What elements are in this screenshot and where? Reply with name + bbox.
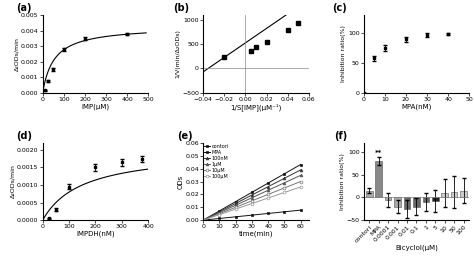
100μM	[265, 196, 271, 199]
1μM	[201, 219, 206, 222]
10μM	[265, 193, 271, 196]
Text: (d): (d)	[16, 131, 32, 141]
Line: 1μM: 1μM	[202, 174, 302, 221]
Text: **: **	[375, 150, 383, 156]
100μM	[217, 213, 222, 216]
contori	[249, 191, 255, 194]
X-axis label: IMPDH(nM): IMPDH(nM)	[76, 231, 115, 237]
Bar	[404, 197, 410, 209]
Text: (c): (c)	[332, 4, 347, 14]
Y-axis label: Inhibition ratio(%): Inhibition ratio(%)	[341, 26, 346, 82]
100μM	[298, 185, 303, 188]
100nM	[249, 194, 255, 197]
Line: 10μM: 10μM	[202, 180, 302, 221]
X-axis label: 1/S[IMP](μM⁻¹): 1/S[IMP](μM⁻¹)	[230, 103, 282, 111]
Bar	[423, 197, 429, 202]
Bar	[366, 191, 373, 197]
100nM	[217, 210, 222, 213]
Text: (e): (e)	[177, 131, 192, 141]
100nM	[282, 177, 287, 180]
Legend: contori, MPA, 100nM, 1μM, 10μM, 100μM: contori, MPA, 100nM, 1μM, 10μM, 100μM	[204, 144, 229, 179]
Bar	[413, 197, 420, 207]
contori	[201, 219, 206, 222]
Bar	[432, 197, 438, 201]
Line: MPA: MPA	[202, 209, 302, 221]
Y-axis label: Inhibition ratio(%): Inhibition ratio(%)	[340, 153, 345, 210]
1μM	[282, 181, 287, 184]
X-axis label: Bicyclol(μM): Bicyclol(μM)	[395, 245, 438, 251]
10μM	[282, 186, 287, 189]
MPA	[233, 215, 238, 218]
MPA	[282, 210, 287, 213]
Bar	[441, 193, 448, 197]
MPA	[298, 209, 303, 212]
100μM	[233, 208, 238, 211]
MPA	[265, 212, 271, 215]
contori	[217, 209, 222, 212]
1μM	[265, 189, 271, 192]
MPA	[249, 214, 255, 217]
contori	[282, 172, 287, 175]
100μM	[282, 191, 287, 194]
100nM	[265, 185, 271, 188]
100nM	[298, 168, 303, 172]
Bar	[460, 191, 467, 197]
10μM	[217, 212, 222, 215]
Y-axis label: 1/V(min/Δ₂ODs): 1/V(min/Δ₂ODs)	[176, 29, 181, 78]
Bar	[394, 197, 401, 207]
1μM	[233, 204, 238, 207]
100nM	[201, 219, 206, 222]
Y-axis label: Δ₂ODs/min: Δ₂ODs/min	[15, 37, 19, 71]
MPA	[217, 217, 222, 220]
Bar	[385, 197, 392, 200]
Line: 100μM: 100μM	[202, 186, 302, 221]
X-axis label: IMP(μM): IMP(μM)	[82, 103, 109, 110]
X-axis label: time(min): time(min)	[239, 231, 273, 237]
10μM	[233, 206, 238, 209]
contori	[298, 163, 303, 166]
Bar	[375, 161, 382, 197]
X-axis label: MPA(nM): MPA(nM)	[401, 103, 432, 110]
Text: (a): (a)	[16, 4, 32, 14]
10μM	[249, 199, 255, 202]
10μM	[298, 180, 303, 183]
Y-axis label: ODs: ODs	[178, 174, 184, 189]
100nM	[233, 202, 238, 205]
1μM	[217, 211, 222, 214]
100μM	[201, 219, 206, 222]
contori	[265, 182, 271, 185]
Y-axis label: Δ₂ODs/min: Δ₂ODs/min	[10, 165, 16, 198]
Line: 100nM: 100nM	[202, 168, 302, 221]
contori	[233, 200, 238, 203]
100μM	[249, 202, 255, 205]
MPA	[201, 219, 206, 222]
Text: (b): (b)	[173, 4, 190, 14]
Line: contori: contori	[202, 163, 302, 221]
Bar	[451, 192, 457, 197]
1μM	[298, 174, 303, 177]
1μM	[249, 196, 255, 199]
10μM	[201, 219, 206, 222]
Text: (f): (f)	[334, 131, 347, 141]
